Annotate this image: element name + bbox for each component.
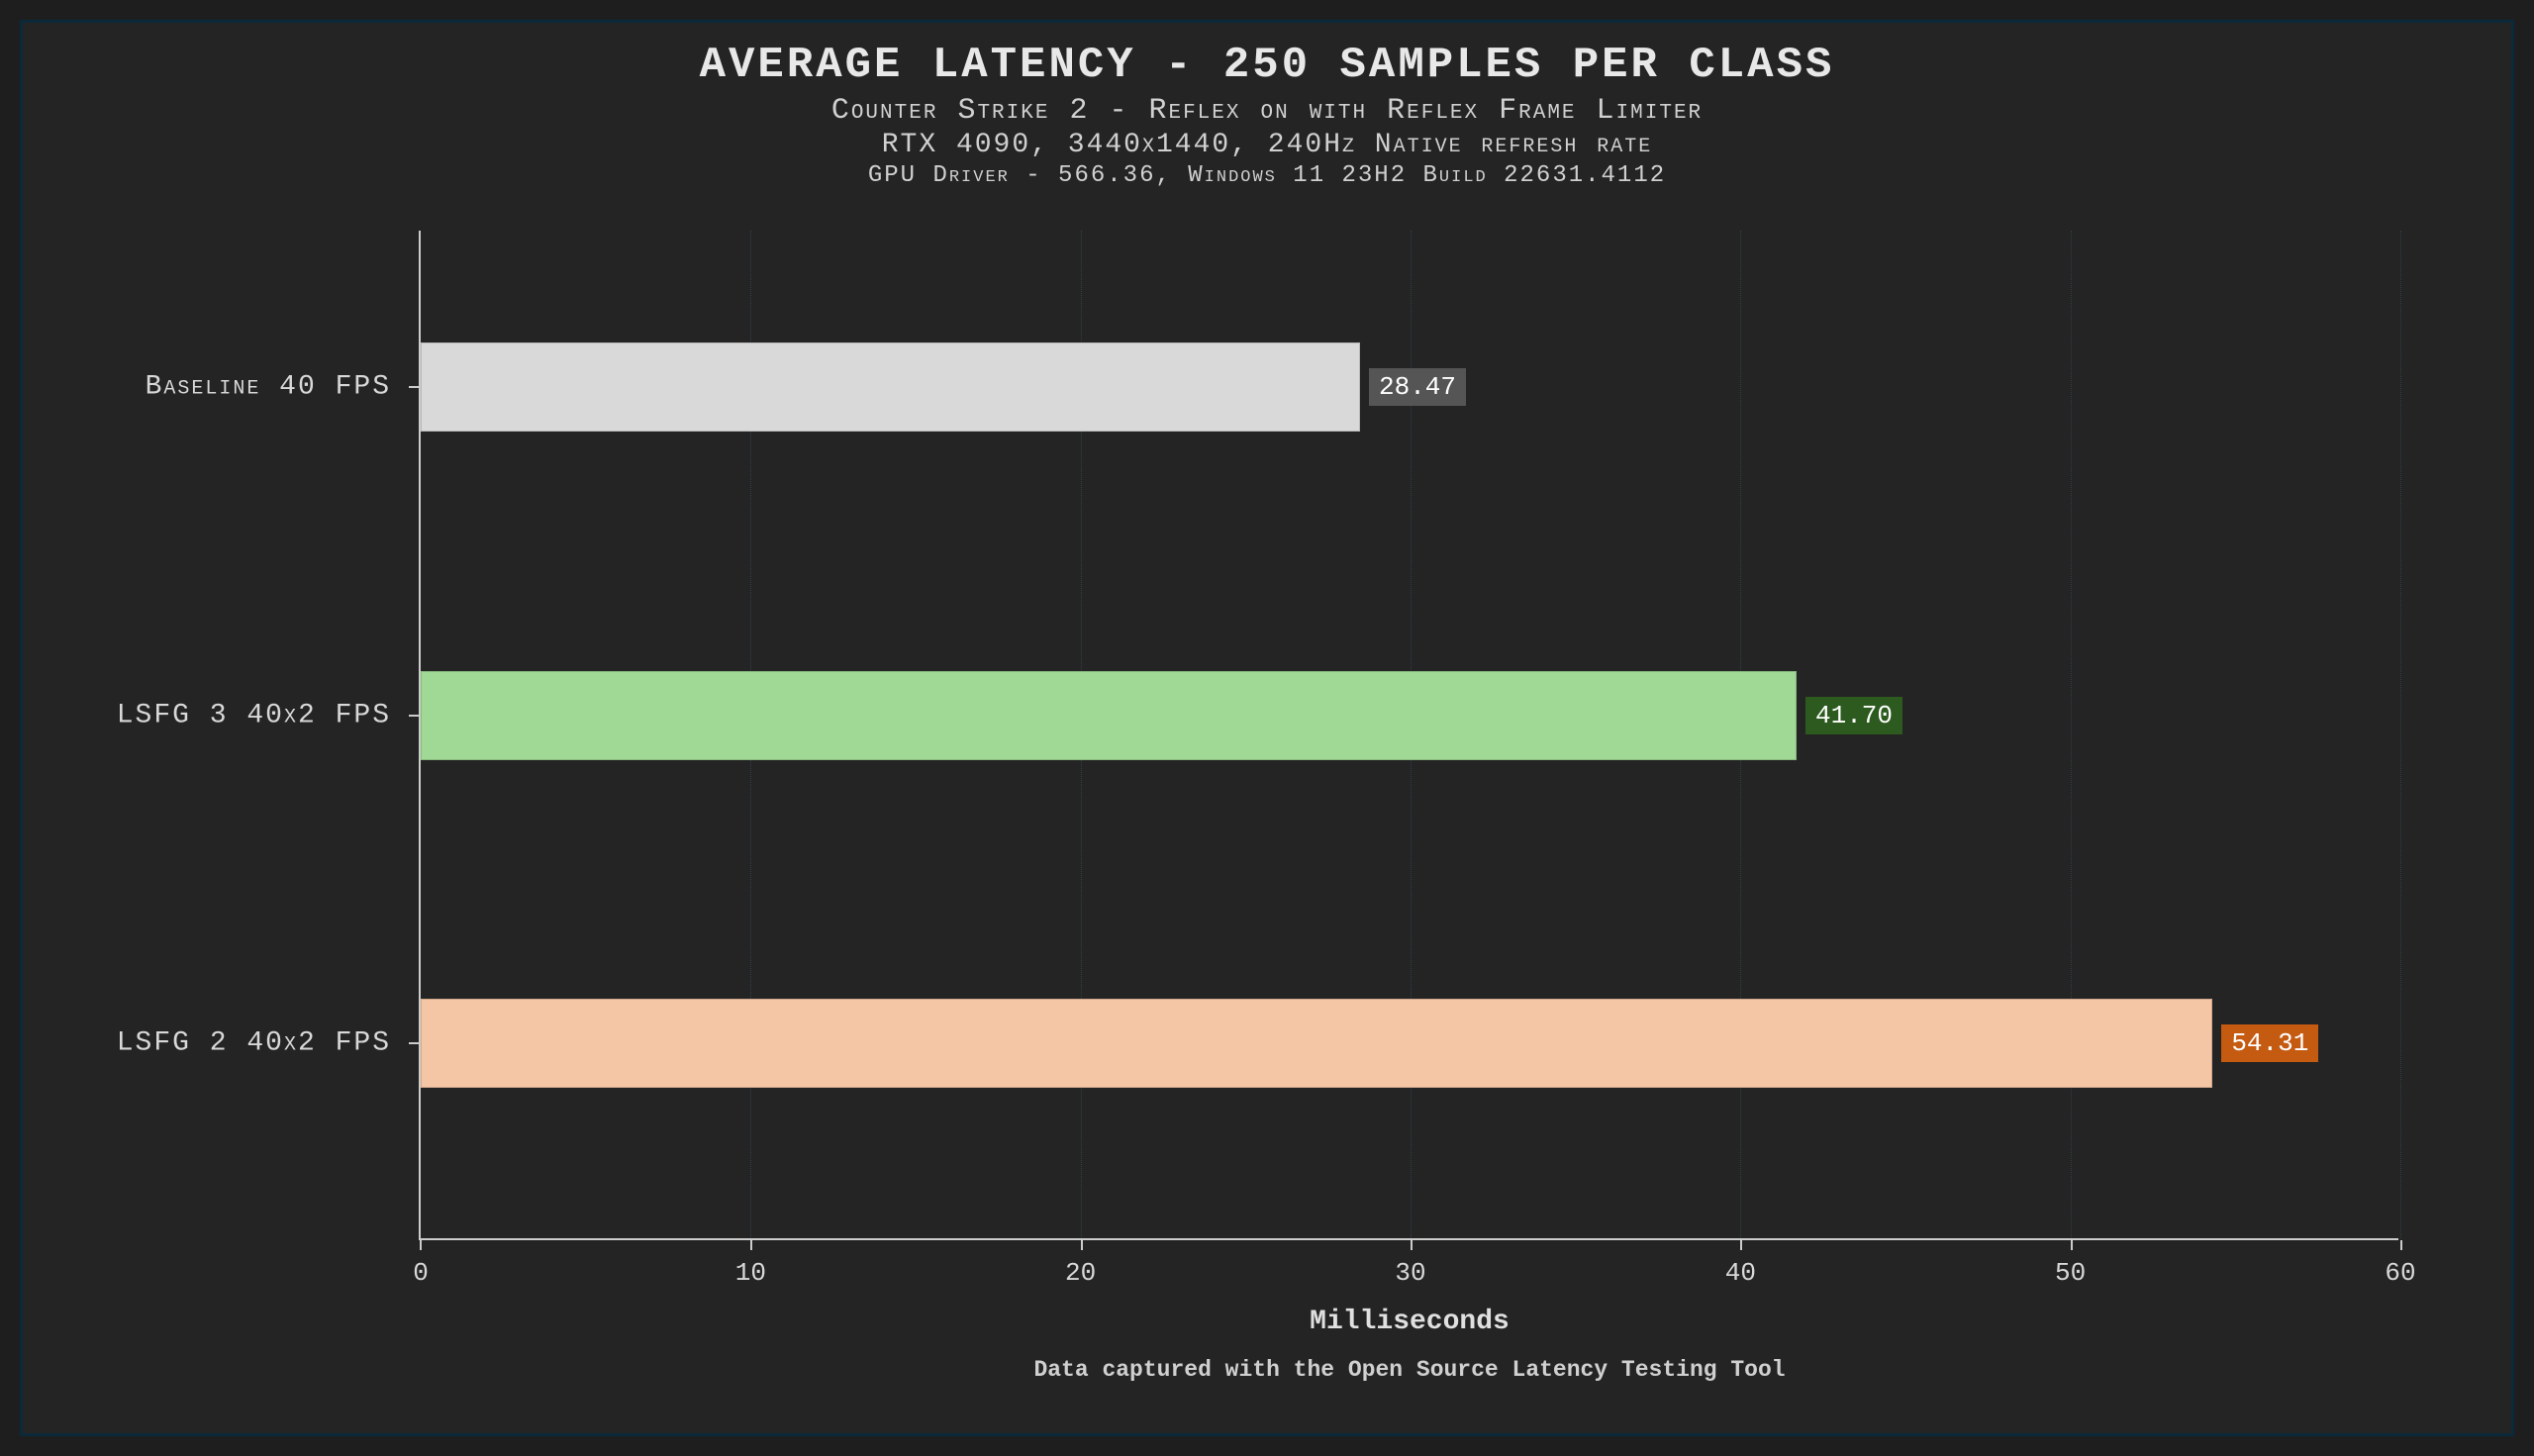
x-tick: [750, 1240, 752, 1250]
bar-row: 54.31: [421, 999, 2212, 1088]
x-tick-label: 40: [1725, 1258, 1756, 1288]
gridline: [2400, 231, 2401, 1238]
chart-plot-area: Milliseconds Data captured with the Open…: [419, 231, 2398, 1240]
x-tick: [1081, 1240, 1083, 1250]
bar: 41.70: [421, 671, 1797, 760]
chart-subtitle-1: Counter Strike 2 - Reflex on with Reflex…: [23, 94, 2511, 128]
x-tick-label: 60: [2385, 1258, 2415, 1288]
x-tick-label: 30: [1395, 1258, 1425, 1288]
bar: 54.31: [421, 999, 2212, 1088]
chart-footnote: Data captured with the Open Source Laten…: [1033, 1357, 1785, 1383]
y-tick: [409, 386, 419, 388]
x-tick-label: 0: [413, 1258, 429, 1288]
chart-outer: AVERAGE LATENCY - 250 SAMPLES PER CLASS …: [0, 0, 2534, 1456]
x-tick-label: 20: [1065, 1258, 1096, 1288]
y-tick-label: LSFG 3 40x2 FPS: [117, 700, 391, 730]
bar-value-label: 41.70: [1805, 697, 1902, 734]
x-tick: [2071, 1240, 2073, 1250]
bar: 28.47: [421, 342, 1360, 432]
bar-row: 28.47: [421, 342, 1360, 432]
x-tick: [2400, 1240, 2402, 1250]
y-tick-label: LSFG 2 40x2 FPS: [117, 1028, 391, 1059]
chart-titles: AVERAGE LATENCY - 250 SAMPLES PER CLASS …: [23, 23, 2511, 189]
bar-row: 41.70: [421, 671, 1797, 760]
chart-frame: AVERAGE LATENCY - 250 SAMPLES PER CLASS …: [20, 20, 2514, 1436]
x-tick: [1411, 1240, 1413, 1250]
chart-subtitle-3: GPU Driver - 566.36, Windows 11 23H2 Bui…: [23, 162, 2511, 189]
chart-title: AVERAGE LATENCY - 250 SAMPLES PER CLASS: [23, 41, 2511, 90]
x-axis-label: Milliseconds: [1310, 1307, 1510, 1337]
y-tick-label: Baseline 40 FPS: [146, 372, 391, 403]
y-tick: [409, 1042, 419, 1044]
y-tick: [409, 715, 419, 717]
chart-subtitle-2: RTX 4090, 3440x1440, 240Hz Native refres…: [23, 130, 2511, 160]
x-tick: [420, 1240, 422, 1250]
bar-value-label: 28.47: [1369, 368, 1466, 406]
x-tick-label: 50: [2055, 1258, 2086, 1288]
bar-value-label: 54.31: [2221, 1024, 2318, 1062]
x-tick-label: 10: [735, 1258, 766, 1288]
x-tick: [1740, 1240, 1742, 1250]
